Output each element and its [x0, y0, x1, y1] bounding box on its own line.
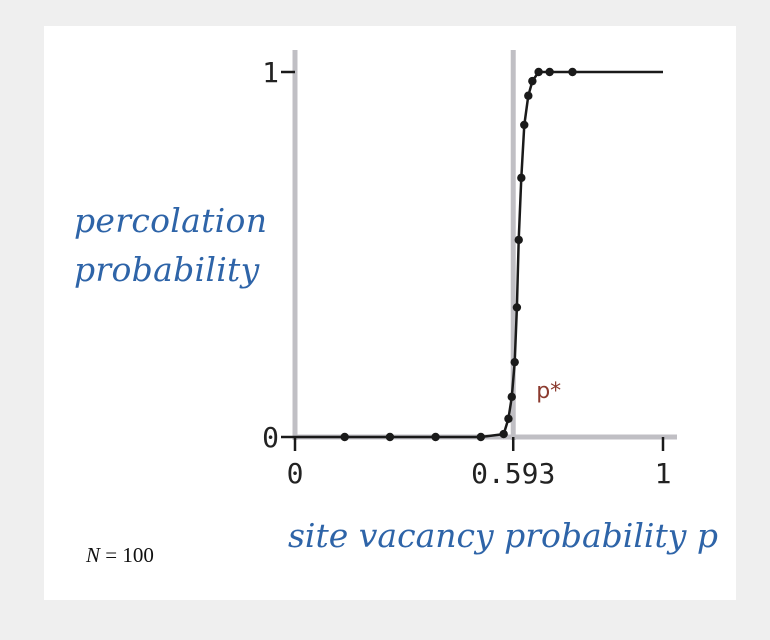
- x-axis-label: site vacancy probability p: [288, 516, 718, 555]
- data-point: [524, 91, 533, 100]
- threshold-label: p*: [536, 379, 561, 404]
- data-point: [476, 432, 486, 442]
- axes: [292, 50, 677, 440]
- data-point: [340, 432, 349, 442]
- data-point: [507, 392, 516, 402]
- x-tick-label: 0.593: [471, 457, 555, 490]
- percolation-chart: 0 0.593 1 1 0 p*: [262, 50, 677, 490]
- data-point: [517, 173, 526, 183]
- ticks: 0 0.593 1 1 0: [262, 56, 671, 490]
- data-point: [534, 67, 543, 77]
- data-point: [385, 432, 395, 442]
- data-point: [528, 76, 537, 86]
- sample-size-value: = 100: [100, 543, 154, 567]
- data-point: [504, 414, 513, 423]
- sample-size-note: N = 100: [86, 543, 154, 568]
- y-axis-label: percolation probability: [74, 196, 267, 294]
- data-point: [520, 120, 529, 130]
- y-tick-label: 1: [262, 56, 279, 89]
- data-point: [512, 303, 522, 312]
- series-line: [295, 70, 663, 439]
- data-point: [510, 357, 519, 367]
- data-point: [431, 432, 440, 442]
- x-tick-label: 0: [287, 457, 304, 490]
- data-point: [545, 67, 554, 77]
- sample-size-variable: N: [86, 543, 101, 567]
- data-point: [499, 429, 508, 439]
- chart-card: 0 0.593 1 1 0 p* percolation probability sit…: [44, 26, 736, 600]
- y-tick-label: 0: [262, 421, 279, 454]
- series: [295, 67, 663, 442]
- x-tick-label: 1: [655, 457, 672, 490]
- y-axis-label-line-2: probability: [74, 250, 260, 289]
- data-point: [514, 235, 523, 245]
- y-axis-label-line-1: percolation: [74, 201, 268, 240]
- data-point: [568, 67, 577, 77]
